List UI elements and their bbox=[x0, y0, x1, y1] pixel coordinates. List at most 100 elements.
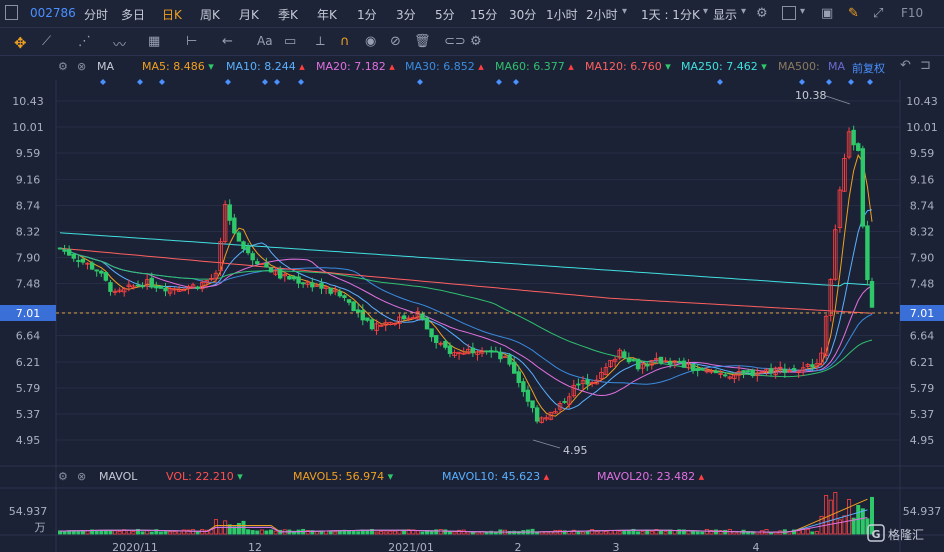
candle-body bbox=[245, 246, 251, 254]
f10-button[interactable]: F10 bbox=[901, 6, 924, 20]
arrow-tool-icon[interactable]: ← bbox=[222, 34, 233, 49]
link-icon[interactable]: ⊂⊃ bbox=[444, 34, 466, 49]
candle-body bbox=[337, 291, 343, 297]
date-label-4: 3 bbox=[613, 541, 620, 552]
legend-settings-icon[interactable]: ⚙ bbox=[58, 60, 68, 73]
candle-body bbox=[654, 358, 659, 361]
candle-body bbox=[700, 367, 705, 370]
fullscreen-icon[interactable]: ⤢ bbox=[873, 6, 884, 21]
candle-body bbox=[374, 323, 379, 331]
event-marker-icon[interactable] bbox=[867, 79, 873, 85]
candle-body bbox=[108, 282, 113, 292]
display-menu[interactable]: 显示 bbox=[713, 8, 738, 22]
crosshair-icon[interactable]: ✥ bbox=[14, 34, 27, 52]
chart-tool-icon[interactable]: ▦ bbox=[148, 34, 161, 49]
tool-settings-icon[interactable]: ⚙ bbox=[470, 34, 482, 49]
adjust-mode[interactable]: 前复权 bbox=[852, 62, 885, 75]
settings-icon[interactable]: ⚙ bbox=[756, 6, 768, 21]
period-tab-3[interactable]: 周K bbox=[200, 8, 220, 22]
trash-icon[interactable]: 🗑 bbox=[414, 34, 431, 49]
period-tab-7[interactable]: 1分 bbox=[357, 8, 377, 22]
candle-body bbox=[672, 360, 677, 364]
candle-body bbox=[433, 335, 439, 344]
ma-label[interactable]: MA bbox=[97, 60, 115, 73]
candle-body bbox=[282, 273, 287, 277]
event-marker-icon[interactable] bbox=[848, 79, 854, 85]
volume-bar bbox=[489, 530, 494, 535]
period-tab-12[interactable]: 1小时 bbox=[546, 8, 578, 22]
panel-icon[interactable] bbox=[5, 5, 18, 20]
volume-bar bbox=[356, 531, 361, 535]
period-tab-11[interactable]: 30分 bbox=[509, 8, 537, 22]
line-tool-icon[interactable]: ⟋ bbox=[42, 34, 52, 49]
candle-body bbox=[167, 288, 173, 294]
chevron-down-icon[interactable]: ▾ bbox=[703, 6, 709, 17]
event-marker-icon[interactable] bbox=[799, 79, 805, 85]
undo-icon[interactable]: ↶ bbox=[900, 58, 911, 73]
range-tool-icon[interactable]: ⊢ bbox=[186, 34, 198, 49]
pencil-icon[interactable]: ✎ bbox=[848, 6, 859, 21]
period-tab-4[interactable]: 月K bbox=[239, 8, 259, 22]
period-tab-5[interactable]: 季K bbox=[278, 8, 298, 22]
candle-body bbox=[411, 317, 416, 320]
vol-settings-icon[interactable]: ⚙ bbox=[58, 470, 68, 483]
event-marker-icon[interactable] bbox=[100, 79, 106, 85]
date-label-0: 2020/11 bbox=[112, 541, 158, 552]
period-tab-9[interactable]: 5分 bbox=[435, 8, 455, 22]
event-marker-icon[interactable] bbox=[274, 79, 280, 85]
eye-icon[interactable]: ◉ bbox=[365, 34, 377, 49]
event-marker-icon[interactable] bbox=[159, 79, 165, 85]
candle-body bbox=[608, 359, 613, 368]
sidebar-toggle-icon[interactable]: ⊐ bbox=[920, 58, 931, 73]
volume-bar bbox=[443, 529, 448, 535]
ruler-icon[interactable]: ⟂ bbox=[316, 34, 325, 49]
legend-close-icon[interactable]: ⊗ bbox=[77, 60, 87, 73]
period-tab-8[interactable]: 3分 bbox=[396, 8, 416, 22]
price-tick-left: 9.59 bbox=[16, 147, 41, 160]
text-tool[interactable]: Aa bbox=[257, 34, 273, 48]
trend-arrow-icon: ▾ bbox=[233, 470, 243, 483]
event-marker-icon[interactable] bbox=[262, 79, 268, 85]
checkbox-icon[interactable] bbox=[782, 6, 796, 20]
camera-icon[interactable]: ▣ bbox=[821, 6, 834, 21]
comment-icon[interactable]: ▭ bbox=[284, 34, 297, 49]
event-marker-icon[interactable] bbox=[225, 79, 231, 85]
event-marker-icon[interactable] bbox=[496, 79, 502, 85]
event-marker-icon[interactable] bbox=[298, 79, 304, 85]
stock-code[interactable]: 002786 bbox=[30, 6, 76, 20]
candle-body bbox=[213, 272, 219, 280]
chevron-down-icon[interactable]: ▾ bbox=[800, 6, 806, 17]
period-combo[interactable]: 1天 : 1分K bbox=[641, 8, 700, 22]
period-tab-0[interactable]: 分时 bbox=[84, 8, 109, 22]
kline-chart[interactable]: 10.43 10.43 10.01 10.01 9.59 9.59 9.16 9.16 8.74… bbox=[0, 56, 944, 552]
chevron-down-icon[interactable]: ▾ bbox=[622, 6, 628, 17]
mavol-label[interactable]: MAVOL bbox=[99, 470, 138, 483]
period-tab-2[interactable]: 日K bbox=[162, 8, 182, 22]
candle-body bbox=[190, 284, 196, 289]
candle-body bbox=[131, 285, 136, 288]
volume-bar bbox=[232, 526, 237, 535]
chevron-down-icon[interactable]: ▾ bbox=[741, 6, 747, 17]
vol-close-icon[interactable]: ⊗ bbox=[77, 470, 87, 483]
polyline-tool-icon[interactable]: ⋰ bbox=[78, 34, 91, 49]
trend-arrow-icon: ▴ bbox=[540, 470, 550, 483]
event-marker-icon[interactable] bbox=[826, 79, 832, 85]
event-marker-icon[interactable] bbox=[513, 79, 519, 85]
mavol10-value: MAVOL10: 45.623 ▴ bbox=[442, 470, 550, 483]
period-tab-6[interactable]: 年K bbox=[317, 8, 337, 22]
volume-bar bbox=[824, 495, 829, 535]
magnet-icon[interactable]: ∩ bbox=[340, 34, 350, 49]
event-marker-icon[interactable] bbox=[717, 79, 723, 85]
wave-tool-icon[interactable]: 〰 bbox=[113, 38, 127, 53]
event-marker-icon[interactable] bbox=[417, 79, 423, 85]
event-marker-icon[interactable] bbox=[137, 79, 143, 85]
period-toolbar: 002786 分时 多日 日K 周K 月K 季K 年K 1分 3分 5分 15分… bbox=[0, 0, 944, 28]
period-tab-10[interactable]: 15分 bbox=[470, 8, 498, 22]
candle-body bbox=[397, 316, 402, 324]
period-tab-1[interactable]: 多日 bbox=[121, 8, 146, 22]
volume-bar bbox=[718, 530, 723, 535]
volume-bar bbox=[149, 531, 154, 535]
hide-icon[interactable]: ⊘ bbox=[390, 34, 401, 49]
period-tab-13[interactable]: 2小时 bbox=[586, 8, 618, 22]
volume-bar bbox=[594, 531, 599, 535]
